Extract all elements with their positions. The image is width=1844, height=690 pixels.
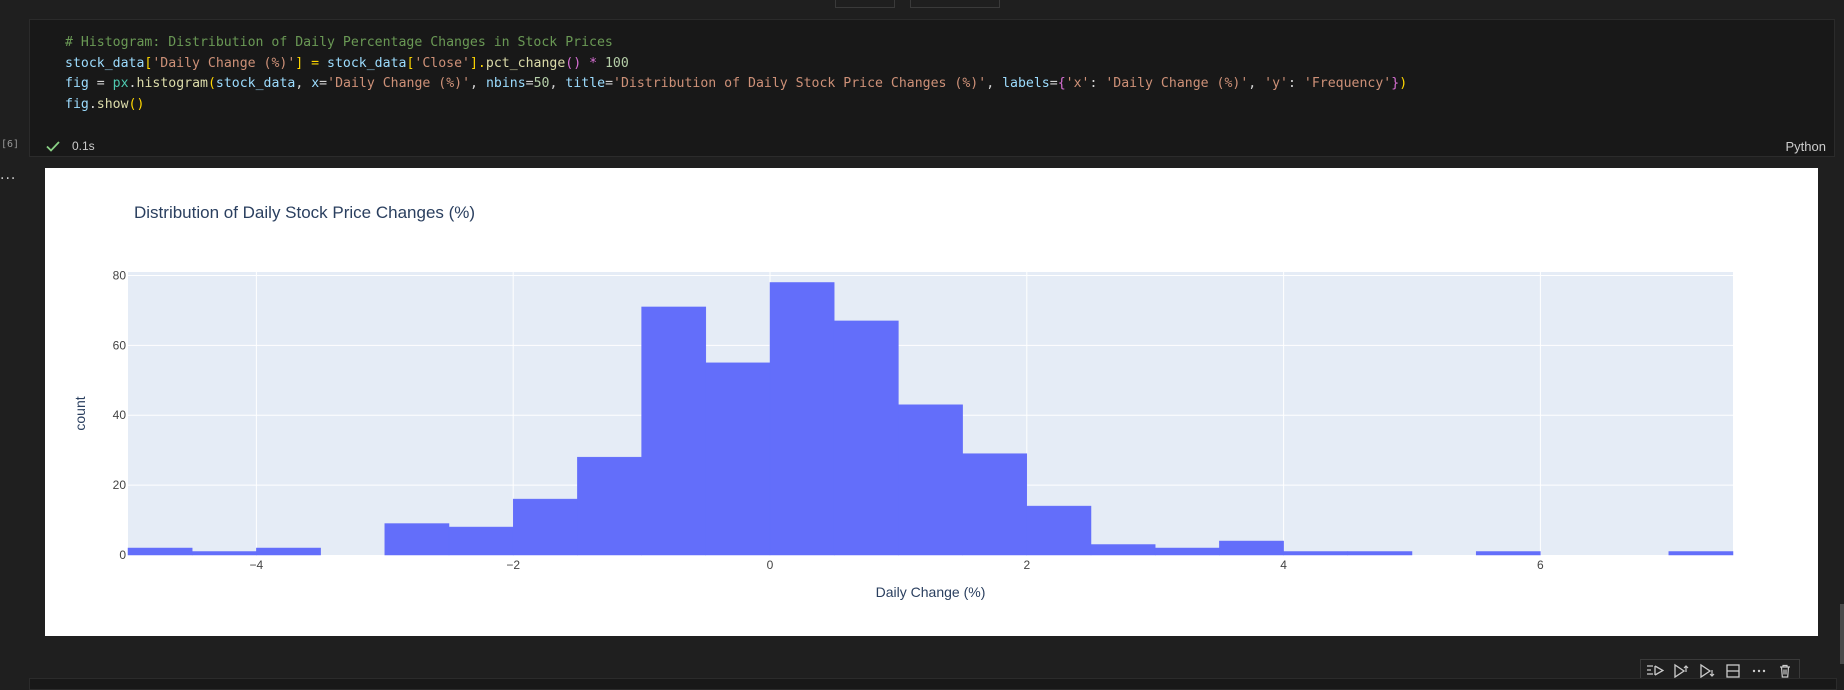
histogram-chart: 0 20 40 60 80 −4 −2 0 2 4 6 Distribution of Daily S…: [72, 203, 1734, 600]
x-tick-label: −4: [250, 558, 264, 572]
code-editor[interactable]: # Histogram: Distribution of Daily Perce…: [65, 33, 1407, 115]
run-by-line-icon[interactable]: [1645, 661, 1665, 681]
cell-more-icon[interactable]: ...: [0, 167, 17, 183]
language-label[interactable]: Python: [1785, 139, 1826, 154]
execute-below-icon[interactable]: [1697, 661, 1717, 681]
x-tick-label: 2: [1023, 558, 1030, 572]
y-tick-label: 0: [119, 548, 126, 562]
histogram-bar: [448, 526, 514, 556]
x-axis-label: Daily Change (%): [876, 584, 986, 600]
histogram-bar: [512, 498, 578, 556]
next-cell[interactable]: [29, 678, 1837, 690]
histogram-bar: [1283, 551, 1349, 556]
histogram-bar: [1090, 544, 1156, 556]
cell-toolbar: [1640, 659, 1800, 682]
histogram-bar: [769, 282, 835, 556]
x-tick-label: 0: [767, 558, 774, 572]
chart-title: Distribution of Daily Stock Price Change…: [134, 203, 475, 222]
cell-output: 0 20 40 60 80 −4 −2 0 2 4 6 Distribution of Daily S…: [45, 168, 1818, 636]
histogram-bar: [1219, 540, 1284, 556]
histogram-bar: [577, 456, 642, 556]
y-axis-label: count: [72, 396, 88, 430]
histogram-bar: [705, 362, 771, 556]
code-line-2: stock_data['Daily Change (%)'] = stock_d…: [65, 55, 629, 71]
histogram-bar: [898, 404, 963, 556]
histogram-bar: [1154, 547, 1220, 556]
split-cell-icon[interactable]: [1723, 661, 1743, 681]
delete-icon[interactable]: [1775, 661, 1795, 681]
x-tick-label: 6: [1537, 558, 1544, 572]
execute-above-icon[interactable]: [1671, 661, 1691, 681]
cell-status: 0.1s: [44, 136, 95, 156]
y-tick-label: 40: [113, 408, 127, 422]
histogram-bar: [1026, 505, 1092, 556]
more-icon[interactable]: [1749, 661, 1769, 681]
histogram-bar: [384, 523, 450, 556]
scrollbar[interactable]: [1840, 604, 1844, 664]
y-tick-label: 80: [113, 268, 127, 282]
histogram-bar: [127, 547, 193, 556]
code-cell[interactable]: # Histogram: Distribution of Daily Perce…: [29, 19, 1835, 157]
histogram-bar: [1475, 551, 1541, 556]
histogram-bar: [1668, 551, 1734, 556]
histogram-bar: [962, 453, 1028, 556]
y-tick-label: 20: [113, 478, 127, 492]
x-tick-label: −2: [506, 558, 520, 572]
x-tick-label: 4: [1280, 558, 1287, 572]
editor-top-tab-right[interactable]: [910, 0, 1000, 8]
histogram-bar: [641, 306, 707, 556]
histogram-bar: [1347, 551, 1413, 556]
histogram-bar: [256, 547, 321, 556]
histogram-bar: [191, 551, 257, 556]
execution-time: 0.1s: [72, 139, 95, 153]
code-comment: # Histogram: Distribution of Daily Perce…: [65, 35, 613, 50]
editor-top-tab-left[interactable]: [835, 0, 895, 8]
execution-count: [6]: [1, 139, 20, 150]
code-line-3: fig = px.histogram(stock_data, x='Daily …: [65, 76, 1408, 91]
check-icon: [46, 141, 60, 152]
histogram-bar: [833, 320, 899, 556]
code-line-4: fig.show(): [65, 96, 145, 112]
y-tick-label: 60: [113, 338, 127, 352]
